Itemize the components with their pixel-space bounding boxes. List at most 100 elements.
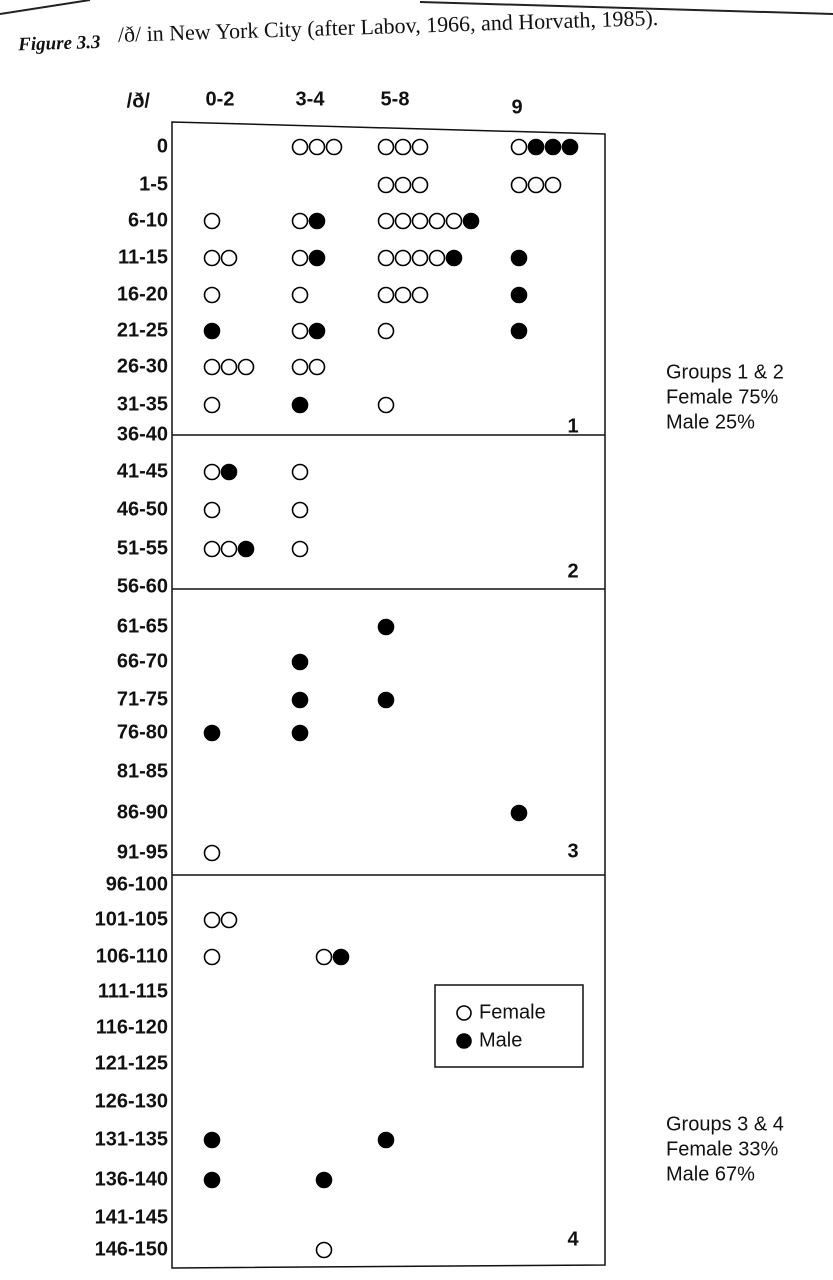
male-dot [203,1171,221,1189]
female-dot [315,1241,333,1259]
row-label: 0 [157,135,168,157]
male-dot [561,138,579,156]
group-note: Male 67% [666,1163,755,1185]
female-dot [394,138,412,156]
male-dot [291,724,309,742]
row-label: 26-30 [117,355,168,377]
female-dot [544,176,562,194]
female-dot [377,212,395,230]
row-label: 16-20 [117,283,168,305]
female-dot [527,176,545,194]
female-dot [203,212,221,230]
row-label: 6-10 [128,209,168,231]
male-dot [332,948,350,966]
legend-male [456,1033,472,1049]
male-dot [308,322,326,340]
male-dot [291,653,309,671]
page-rule [0,0,91,15]
female-dot [325,138,343,156]
male-dot [308,249,326,267]
row-label: 106-110 [96,945,168,967]
female-dot [237,358,255,376]
row-label: 136-140 [95,1168,168,1190]
column-header: 9 [511,96,522,118]
female-dot [203,540,221,558]
column-header: 5-8 [381,88,410,110]
caption: Figure 3.3 /ð/ in New York City (after L… [17,5,659,55]
female-dot [291,463,309,481]
row-label: 56-60 [117,575,168,597]
male-dot [377,1131,395,1149]
female-dot [510,176,528,194]
row-label: 146-150 [95,1238,168,1260]
female-dot [394,212,412,230]
group-note: Female 75% [666,386,778,408]
female-dot [411,212,429,230]
female-dot [428,249,446,267]
male-dot [291,691,309,709]
male-dot [377,691,395,709]
female-dot [394,249,412,267]
row-label: 21-25 [117,319,168,341]
row-label: 81-85 [117,760,168,782]
female-dot [291,322,309,340]
female-dot [315,948,333,966]
row-label: 76-80 [117,721,168,743]
row-label: 121-125 [95,1052,168,1074]
male-dot [510,804,528,822]
female-dot [291,249,309,267]
female-dot [203,396,221,414]
female-dot [411,138,429,156]
row-label: 71-75 [117,688,168,710]
female-dot [203,844,221,862]
female-dot [510,138,528,156]
male-dot [315,1171,333,1189]
female-dot [377,396,395,414]
male-dot [377,618,395,636]
female-dot [291,501,309,519]
frame [171,121,606,1269]
female-dot [308,138,326,156]
female-dot [220,911,238,929]
row-label: 101-105 [95,908,168,930]
female-dot [291,358,309,376]
female-dot [377,176,395,194]
male-dot [527,138,545,156]
male-dot [510,286,528,304]
female-dot [203,358,221,376]
figure-title: /ð/ in New York City (after Labov, 1966,… [117,5,658,47]
female-dot [203,286,221,304]
male-dot [445,249,463,267]
row-label: 36-40 [117,423,168,445]
female-dot [291,138,309,156]
male-dot [462,212,480,230]
row-label: 86-90 [117,801,168,823]
male-dot [220,463,238,481]
female-dot [411,249,429,267]
legend-label: Male [479,1029,522,1051]
male-dot [510,249,528,267]
row-label: 11-15 [118,246,168,268]
row-label: 1-5 [139,173,168,195]
female-dot [291,286,309,304]
male-dot [291,396,309,414]
column-header: 0-2 [206,88,235,110]
female-dot [203,463,221,481]
female-dot [203,911,221,929]
row-label: 51-55 [117,537,168,559]
row-label: 96-100 [106,873,168,895]
female-dot [220,540,238,558]
female-dot [203,948,221,966]
female-dot [445,212,463,230]
page-rule [419,1,833,15]
group-number: 1 [567,415,578,437]
row-label: 66-70 [117,650,168,672]
female-dot [411,176,429,194]
group-number: 2 [567,560,578,582]
male-dot [203,724,221,742]
group-note: Groups 3 & 4 [666,1113,784,1135]
male-dot [308,212,326,230]
female-dot [377,286,395,304]
female-dot [220,358,238,376]
